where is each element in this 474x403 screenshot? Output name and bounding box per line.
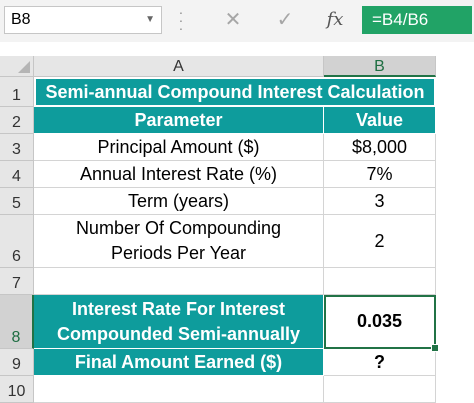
cell-a3[interactable]: Principal Amount ($) [34,134,324,161]
cell-b4[interactable]: 7% [324,161,436,188]
row-header-6[interactable]: 6 [0,215,34,268]
select-all-corner[interactable] [0,56,34,77]
select-all-icon [18,61,30,73]
column-header-b[interactable]: B [324,56,436,77]
cell-b7[interactable] [324,268,436,295]
row-header-9[interactable]: 9 [0,349,34,376]
cell-a10[interactable] [34,376,324,403]
row-header-3[interactable]: 3 [0,134,34,161]
cell-a5[interactable]: Term (years) [34,188,324,215]
fill-handle[interactable] [431,344,439,352]
cell-b3[interactable]: $8,000 [324,134,436,161]
row-header-5[interactable]: 5 [0,188,34,215]
drag-handle-icon[interactable]: · · · [178,4,184,36]
formula-bar: B8 ▼ · · · ✕ ✓ fx =B4/B6 [0,0,474,42]
chevron-down-icon[interactable]: ▼ [145,14,155,25]
cell-a9[interactable]: Final Amount Earned ($) [34,349,324,376]
cell-a6[interactable]: Number Of Compounding Periods Per Year [34,215,324,268]
cancel-icon[interactable]: ✕ [224,9,242,31]
row-header-4[interactable]: 4 [0,161,34,188]
cell-b10[interactable] [324,376,436,403]
cell-b9[interactable]: ? [324,349,436,376]
row-header-1[interactable]: 1 [0,77,34,107]
cell-b8[interactable]: 0.035 [324,295,436,349]
formula-input[interactable]: =B4/B6 [362,6,472,34]
cell-b5[interactable]: 3 [324,188,436,215]
row-header-7[interactable]: 7 [0,268,34,295]
row-header-2[interactable]: 2 [0,107,34,134]
enter-icon[interactable]: ✓ [276,9,294,31]
name-box[interactable]: B8 ▼ [4,6,162,34]
cell-a7[interactable] [34,268,324,295]
row-header-10[interactable]: 10 [0,376,34,403]
column-header-a[interactable]: A [34,56,324,77]
cell-a8[interactable]: Interest Rate For Interest Compounded Se… [34,295,324,349]
sheet-title[interactable]: Semi-annual Compound Interest Calculatio… [34,77,436,107]
insert-function-icon[interactable]: fx [326,9,344,30]
header-parameter[interactable]: Parameter [34,107,324,134]
cell-b6[interactable]: 2 [324,215,436,268]
cell-a4[interactable]: Annual Interest Rate (%) [34,161,324,188]
header-value[interactable]: Value [324,107,436,134]
row-header-8[interactable]: 8 [0,295,34,349]
name-box-value: B8 [11,11,31,28]
